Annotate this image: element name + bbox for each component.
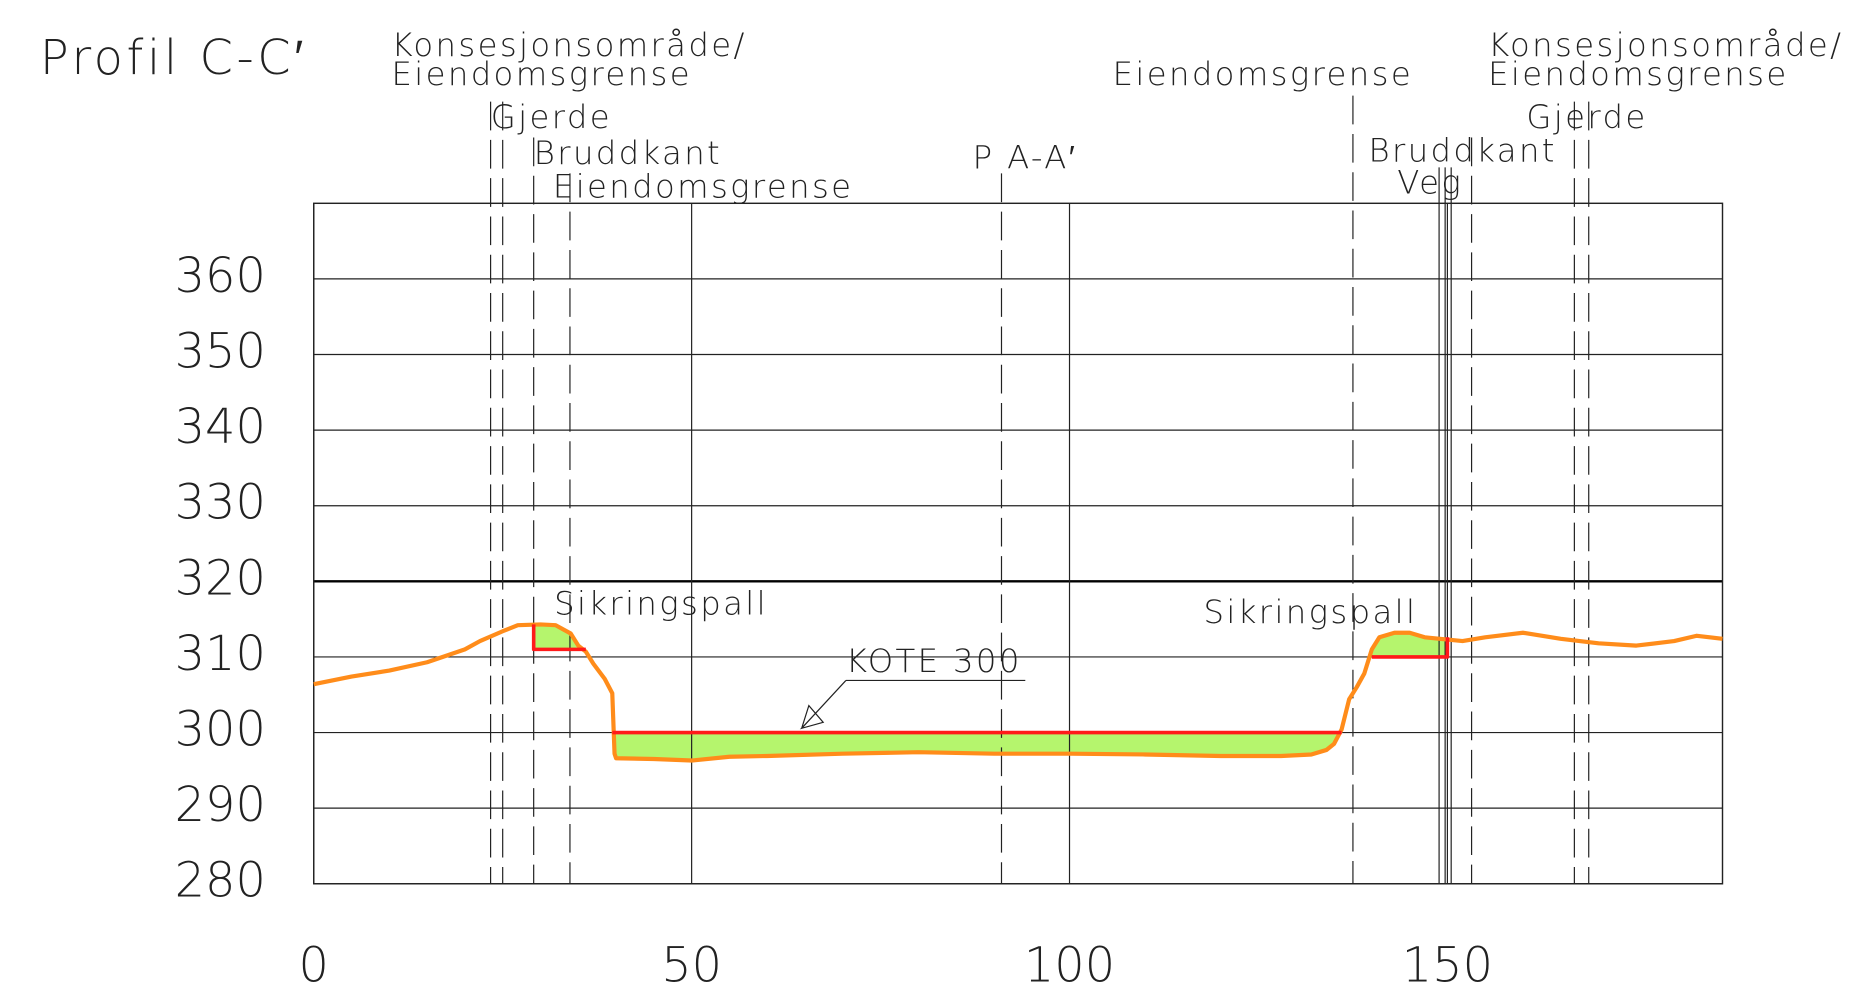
y-tick-label: 280 xyxy=(175,854,266,909)
annotation: Bruddkant xyxy=(1369,131,1557,169)
annotation: Gjerde xyxy=(491,98,612,136)
x-tick-label: 150 xyxy=(1402,939,1493,989)
annotation: P A-A′ xyxy=(973,139,1077,177)
chart-title: Profil C-C′ xyxy=(40,31,307,86)
annotation: Eiendomsgrense xyxy=(1113,55,1413,93)
y-tick-label: 350 xyxy=(175,325,266,380)
y-tick-label: 300 xyxy=(175,703,266,758)
annotation: Bruddkant xyxy=(534,134,722,172)
y-tick-label: 310 xyxy=(175,627,266,682)
plan-line xyxy=(531,624,1450,735)
annotation: Konsesjonsområde/ xyxy=(391,26,746,64)
annotation: KOTE 300 xyxy=(846,642,1022,680)
terrain-line xyxy=(313,622,1723,763)
annotation: Konsesjonsområde/ xyxy=(1488,26,1843,64)
annotation: Sikringspall xyxy=(554,585,768,623)
y-tick-label: 340 xyxy=(175,400,266,455)
annotation: Eiendomsgrense xyxy=(391,55,691,93)
x-tick-label: 100 xyxy=(1024,939,1115,989)
y-tick-label: 360 xyxy=(175,249,266,304)
y-tick-label: 330 xyxy=(175,476,266,531)
fill-area xyxy=(533,624,586,652)
annotation: Veg xyxy=(1397,164,1463,202)
x-tick-label: 50 xyxy=(661,939,722,989)
plot-frame xyxy=(313,202,1724,885)
annotation: Sikringspall xyxy=(1203,593,1417,631)
annotation: Gjerde xyxy=(1526,98,1647,136)
y-tick-label: 320 xyxy=(175,551,266,606)
y-tick-label: 290 xyxy=(175,778,266,833)
fill-area xyxy=(612,693,1342,761)
annotation: Eiendomsgrense xyxy=(1488,55,1788,93)
x-tick-label: 0 xyxy=(299,939,329,989)
leader-arrow xyxy=(799,680,847,730)
annotation: Eiendomsgrense xyxy=(553,167,853,205)
